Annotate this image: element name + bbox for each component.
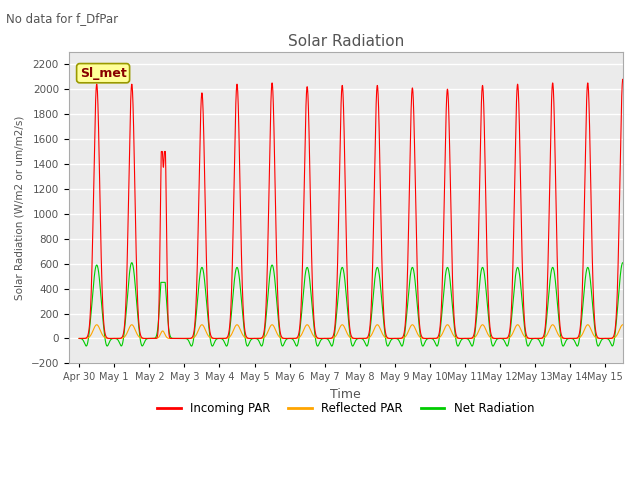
Text: No data for f_DfPar: No data for f_DfPar <box>6 12 118 25</box>
Legend: Incoming PAR, Reflected PAR, Net Radiation: Incoming PAR, Reflected PAR, Net Radiati… <box>152 397 539 420</box>
Text: Sl_met: Sl_met <box>80 67 127 80</box>
X-axis label: Time: Time <box>330 388 361 401</box>
Y-axis label: Solar Radiation (W/m2 or um/m2/s): Solar Radiation (W/m2 or um/m2/s) <box>15 115 25 300</box>
Title: Solar Radiation: Solar Radiation <box>287 34 404 49</box>
